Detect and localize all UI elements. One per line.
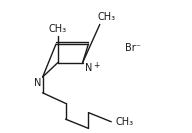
Text: CH₃: CH₃: [98, 12, 116, 22]
Text: N: N: [34, 78, 42, 88]
Text: Br⁻: Br⁻: [125, 43, 141, 53]
Text: CH₃: CH₃: [49, 24, 67, 34]
Text: +: +: [93, 61, 99, 70]
Text: CH₃: CH₃: [115, 117, 133, 127]
Text: N: N: [84, 63, 92, 73]
